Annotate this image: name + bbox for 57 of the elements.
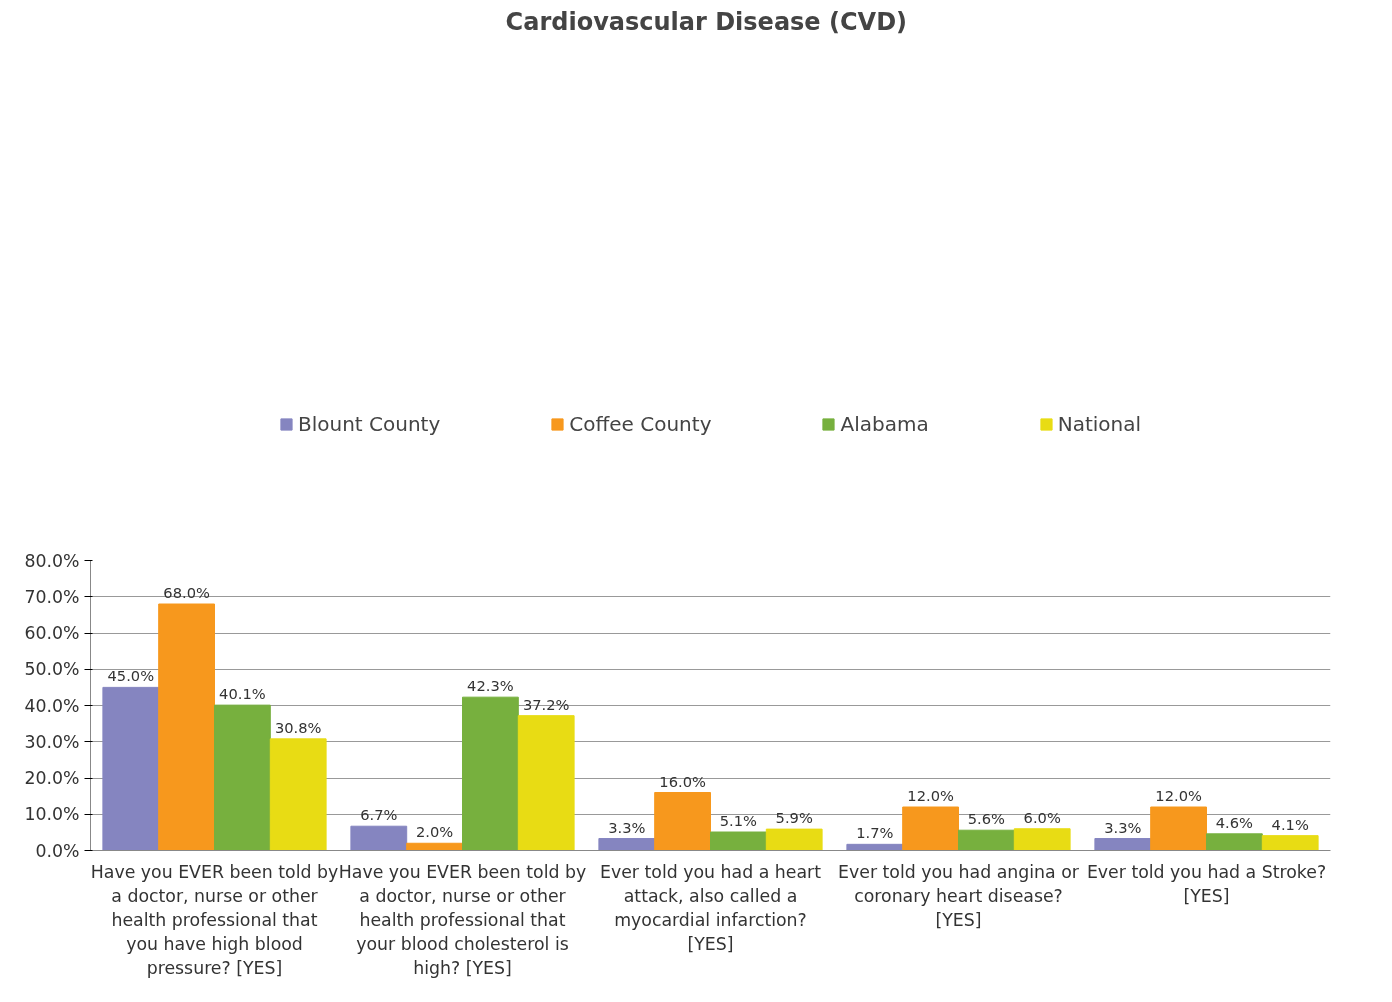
data-label: 2.0% bbox=[415, 823, 454, 841]
y-tick-label: 0.0% bbox=[35, 840, 80, 861]
bar bbox=[1013, 828, 1071, 851]
bar bbox=[102, 686, 160, 851]
y-tick-label: 40.0% bbox=[24, 695, 80, 716]
bar bbox=[1261, 835, 1319, 851]
x-tick-label: Ever told you had angina or coronary heart disease? [YES] bbox=[838, 861, 1080, 930]
chart-title: Cardiovascular Disease (CVD) bbox=[505, 7, 908, 36]
legend-label: Blount County bbox=[297, 412, 441, 436]
data-label: 3.3% bbox=[1104, 818, 1142, 836]
data-label: 4.1% bbox=[1271, 815, 1309, 833]
bar bbox=[269, 738, 327, 851]
data-label: 6.0% bbox=[1023, 808, 1061, 826]
x-tick-label: Have you EVER been told by a doctor, nurse or other health professional that your blood cholesterol is high? [YES] bbox=[338, 861, 587, 978]
bar bbox=[654, 792, 711, 851]
bar bbox=[902, 806, 959, 851]
data-label: 3.3% bbox=[608, 818, 646, 836]
y-tick-label: 80.0% bbox=[24, 550, 80, 571]
y-tick-label: 70.0% bbox=[24, 586, 80, 607]
bar bbox=[517, 715, 575, 851]
y-tick-label: 10.0% bbox=[24, 804, 80, 825]
data-label: 68.0% bbox=[163, 584, 210, 601]
data-label: 6.7% bbox=[360, 806, 398, 824]
bar bbox=[598, 838, 656, 851]
x-tick-label: Ever told you had a heart attack, also called a myocardial infarction? [YES] bbox=[600, 861, 822, 954]
data-label: 12.0% bbox=[1155, 787, 1202, 804]
data-label: 12.0% bbox=[907, 787, 954, 804]
legend-label: Coffee County bbox=[569, 412, 712, 436]
bar bbox=[158, 603, 215, 851]
bar bbox=[1206, 833, 1263, 851]
data-label: 40.1% bbox=[219, 685, 266, 703]
y-tick-label: 20.0% bbox=[24, 768, 80, 788]
legend-label: National bbox=[1057, 412, 1142, 436]
y-tick-label: 60.0% bbox=[24, 623, 80, 643]
x-tick-label: Have you EVER been told by a doctor, nurse or other health professional that you have high blood pressure? [YES] bbox=[90, 861, 339, 978]
x-tick-label: Ever told you had a Stroke? [YES] bbox=[1086, 861, 1327, 906]
data-label: 16.0% bbox=[659, 772, 706, 790]
bar bbox=[350, 825, 408, 851]
bar bbox=[462, 696, 519, 851]
bar bbox=[710, 831, 767, 851]
data-label: 4.6% bbox=[1215, 813, 1254, 831]
bar bbox=[1150, 806, 1207, 851]
bar bbox=[1094, 838, 1152, 851]
bar bbox=[214, 704, 271, 851]
y-tick-label: 50.0% bbox=[24, 659, 80, 680]
legend-label: Alabama bbox=[840, 412, 929, 436]
data-label: 5.6% bbox=[967, 810, 1006, 828]
data-label: 5.9% bbox=[775, 809, 813, 827]
data-label: 30.8% bbox=[274, 718, 322, 736]
bar bbox=[958, 829, 1015, 851]
data-label: 37.2% bbox=[522, 695, 570, 713]
data-label: 1.7% bbox=[856, 824, 894, 842]
data-label: 45.0% bbox=[107, 667, 155, 685]
data-label: 42.3% bbox=[467, 677, 514, 695]
data-label: 5.1% bbox=[719, 812, 758, 830]
bar bbox=[765, 828, 823, 851]
y-tick-label: 30.0% bbox=[24, 731, 80, 752]
